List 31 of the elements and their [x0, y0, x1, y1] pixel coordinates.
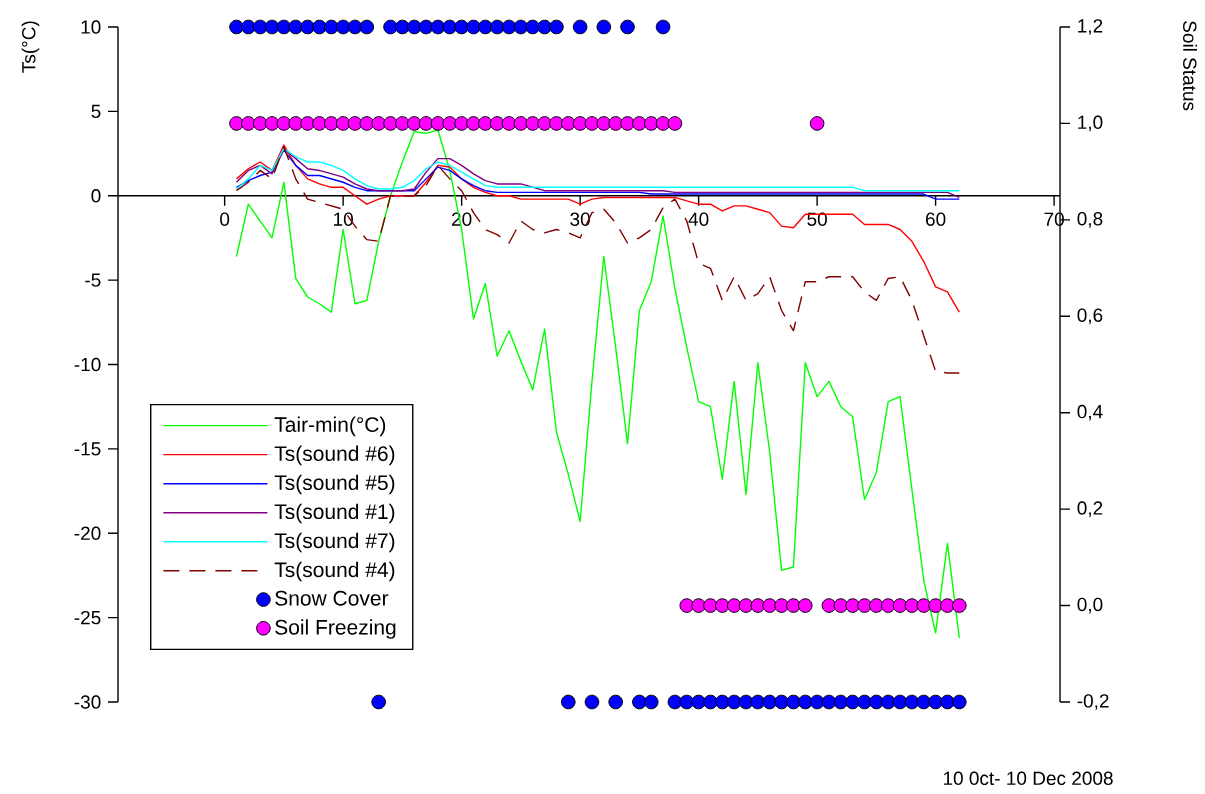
- text: 10 0ct- 10 Dec 2008: [943, 771, 1113, 786]
- y-tick-label: -15: [74, 442, 101, 456]
- y2-tick-label: 1,2: [1078, 19, 1103, 35]
- legend-label: Ts(sound #4): [274, 561, 395, 582]
- y2-tick-label: 0,8: [1077, 211, 1103, 228]
- y-tick-label: -25: [74, 610, 101, 625]
- x-tick-label: 60: [926, 212, 946, 226]
- x-tick-label: 0: [220, 212, 230, 226]
- legend-label: Tair-min(°C): [274, 416, 386, 437]
- y-tick-label: -5: [85, 273, 101, 287]
- y-tick-label: -30: [74, 695, 101, 709]
- legend-label: Ts(sound #7): [274, 532, 395, 553]
- y2-tick-label: 0,6: [1077, 308, 1103, 325]
- y2-tick-label: 1,0: [1078, 115, 1103, 132]
- y-tick-label: 5: [91, 104, 101, 118]
- legend-label: Ts(sound #6): [274, 445, 395, 466]
- legend-label: Soil Freezing: [275, 619, 396, 639]
- y-tick-label: -10: [74, 357, 101, 372]
- y-axis-title: Ts(°C): [21, 21, 40, 73]
- x-tick-label: 40: [688, 212, 709, 226]
- y2-tick-label: 0,0: [1077, 597, 1103, 614]
- y-tick-label: 10: [81, 20, 101, 34]
- y2-tick-label: 0,2: [1077, 501, 1103, 517]
- legend-label: Snow Cover: [275, 590, 389, 606]
- y-tick-label: -20: [74, 526, 101, 540]
- y2-tick-label: -0,2: [1077, 694, 1109, 710]
- y2-axis-title: Soil Status: [1183, 21, 1198, 111]
- legend-label: Ts(sound #1): [274, 503, 395, 524]
- y-tick-label: 0: [91, 189, 101, 203]
- y2-tick-label: 0,4: [1077, 404, 1103, 421]
- legend-label: Ts(sound #5): [274, 474, 395, 495]
